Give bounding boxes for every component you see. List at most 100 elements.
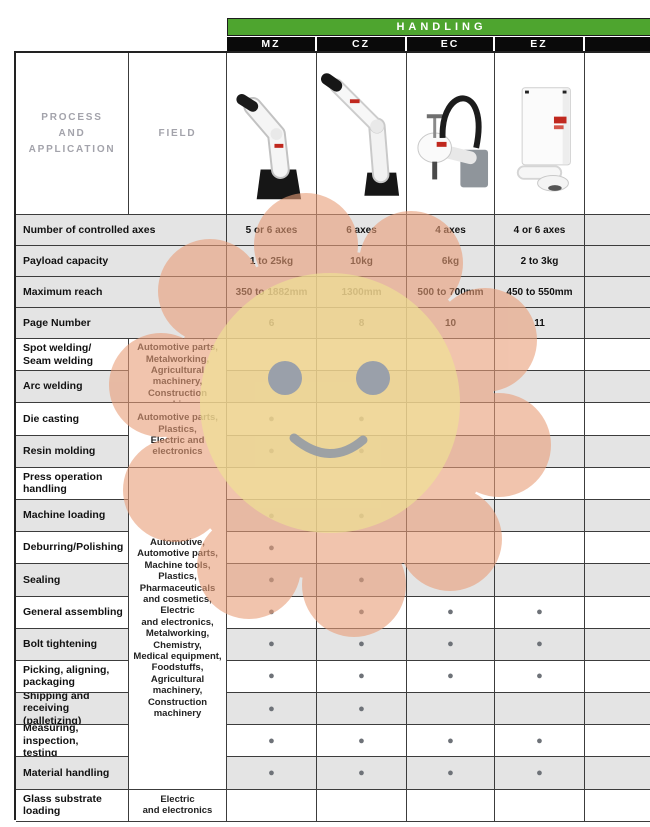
dot-cell [227,371,317,404]
robot-wrist [236,93,259,112]
process-label: Picking, aligning, packaging [16,660,129,694]
series-label-mz: MZ [227,37,315,51]
dot-cell [585,435,650,468]
spec-label: Maximum reach [16,277,227,308]
dot-cell [495,435,585,468]
robot-logo [274,143,284,148]
field-header: FIELD [129,53,227,215]
dot-cell [585,596,650,629]
spec-value: 5 or 6 axes [227,215,317,246]
robot-cell-cz [317,53,407,215]
dot-cell [585,564,650,597]
spec-value: 1 to 25kg [227,246,317,277]
robot-cell-mz [227,53,317,215]
dot-cell [407,435,495,468]
robot-cell-ez [495,53,585,215]
dot-cell [585,403,650,436]
field-cell: Automotive, Automotive parts, Machine to… [129,467,227,790]
robot-logo [553,116,567,123]
spec-value [585,277,650,308]
dot-cell: ● [407,757,495,790]
dot-cell [585,339,650,372]
spec-value: 4 axes [407,215,495,246]
spec-value: 500 to 700mm [407,277,495,308]
series-label-ez: EZ [495,37,583,51]
dot-cell [407,403,495,436]
dot-cell [585,757,650,790]
process-label: Material handling [16,757,129,790]
robot-cell-ec [407,53,495,215]
dot-cell [495,339,585,372]
robot-cable-arc [439,95,482,148]
dot-cell: ● [227,403,317,436]
dot-cell [495,371,585,404]
dot-cell: ● [227,757,317,790]
dot-cell [407,339,495,372]
dot-cell [585,693,650,726]
process-label: Spot welding/ Seam welding [16,339,129,372]
dot-cell [317,532,407,565]
spec-value: 6kg [407,246,495,277]
dot-cell: ● [227,725,317,758]
series-label-cz: CZ [317,37,405,51]
robot-logo [436,141,447,147]
dot-cell [495,499,585,533]
dot-cell: ● [227,628,317,661]
spec-value: 4 or 6 axes [495,215,585,246]
process-application-header: PROCESS AND APPLICATION [16,53,129,215]
dot-cell [585,371,650,404]
spec-value: 450 to 550mm [495,277,585,308]
dot-cell: ● [495,628,585,661]
mz-robot-image [236,93,302,199]
category-label: HANDLING [396,21,487,33]
dot-cell: ● [407,628,495,661]
dot-cell: ● [317,403,407,436]
dot-cell [407,371,495,404]
dot-cell [585,499,650,533]
dot-cell: ● [227,693,317,726]
dot-cell [585,467,650,500]
series-band: MZ CZ EC EZ [227,37,650,51]
dot-cell [407,564,495,597]
process-label: Die casting [16,403,129,436]
dot-cell: ● [495,757,585,790]
dot-cell [317,789,407,822]
dot-cell [495,403,585,436]
dot-cell [317,467,407,500]
dot-cell: ● [495,725,585,758]
dot-cell: ● [227,499,317,533]
dot-cell: ● [227,532,317,565]
dot-cell [407,789,495,822]
cz-robot-image [321,72,400,196]
spec-value: 350 to 1882mm [227,277,317,308]
dot-cell: ● [317,757,407,790]
process-label: General assembling [16,596,129,629]
dot-cell [317,371,407,404]
field-cell: Automotive parts, Plastics, Electric and… [129,403,227,468]
spec-value: 6 axes [317,215,407,246]
spec-value [585,246,650,277]
dot-cell [585,532,650,565]
dot-cell [585,789,650,822]
dot-cell [407,532,495,565]
robot-lower-arm [370,119,388,181]
process-label: Resin molding [16,435,129,468]
dot-cell [585,725,650,758]
dot-cell [407,499,495,533]
process-label: Press operation handling [16,467,129,500]
series-label-ec: EC [407,37,493,51]
dot-cell [495,693,585,726]
dot-cell: ● [317,660,407,694]
process-label: Arc welding [16,371,129,404]
dot-cell [227,339,317,372]
dot-cell: ● [407,660,495,694]
dot-cell: ● [407,725,495,758]
ez-robot-image [516,86,571,191]
field-cell: Automotive, Automotive parts, Metalworki… [129,339,227,404]
spec-label: Payload capacity [16,246,227,277]
dot-cell [317,339,407,372]
dot-cell: ● [317,693,407,726]
process-label: Sealing [16,564,129,597]
dot-cell: ● [495,596,585,629]
